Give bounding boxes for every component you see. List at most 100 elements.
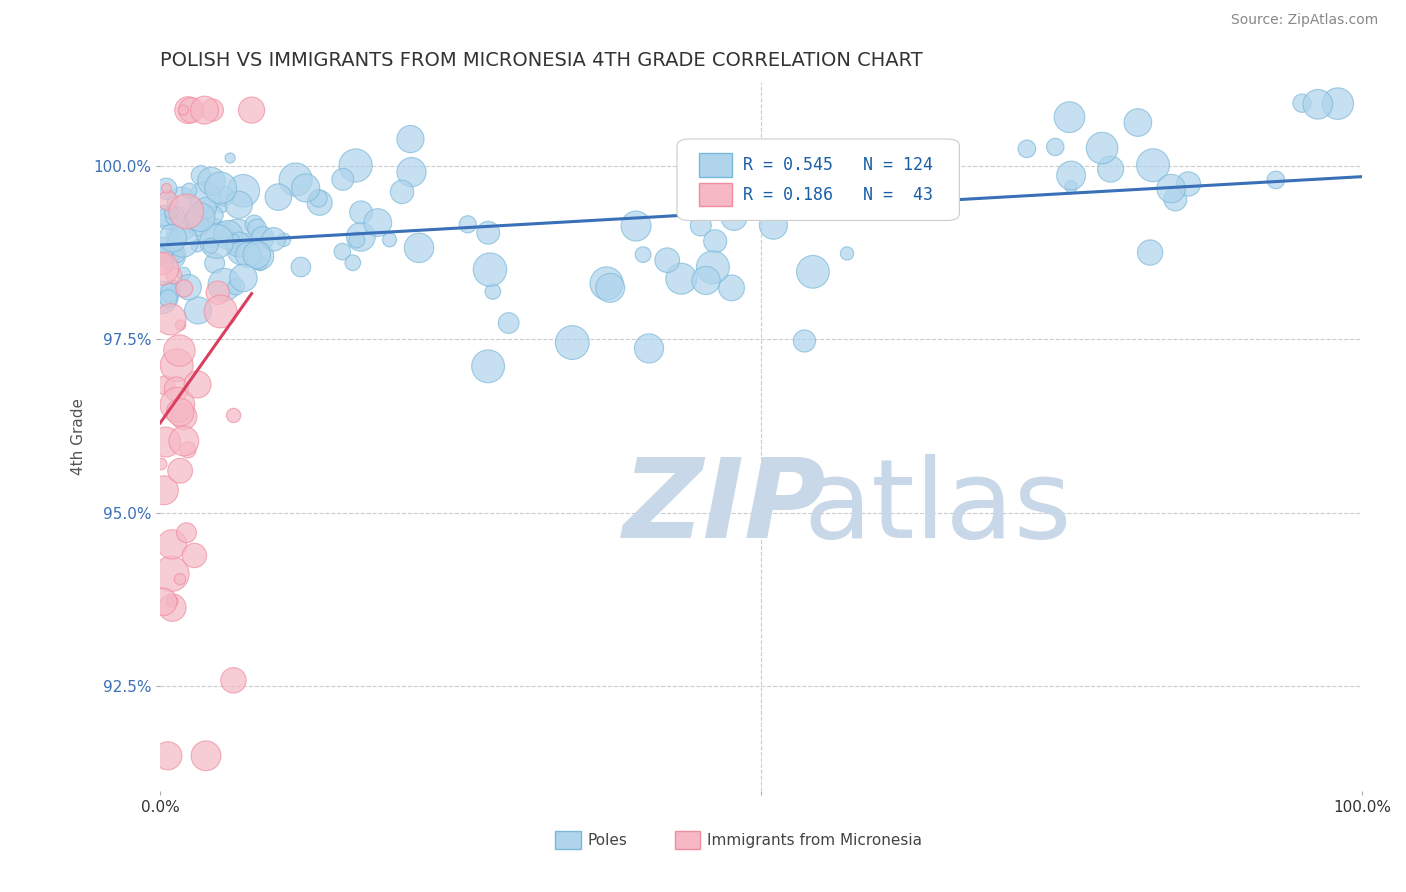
Point: [723, 211, 745, 225]
Point: [165, 382, 187, 396]
Point: [1060, 169, 1083, 183]
Point: [243, 217, 266, 231]
Point: [183, 549, 205, 563]
Point: [1059, 110, 1081, 124]
Point: [219, 151, 242, 165]
Point: [187, 219, 209, 233]
Point: [222, 673, 245, 688]
Point: [186, 239, 208, 253]
Point: [793, 334, 815, 348]
Point: [1126, 115, 1149, 129]
Point: [599, 281, 621, 295]
Point: [350, 229, 373, 244]
Point: [160, 537, 183, 551]
Point: [184, 213, 207, 227]
Point: [307, 191, 329, 205]
Point: [186, 377, 208, 392]
Point: [150, 261, 173, 276]
Point: [224, 232, 246, 246]
Point: [401, 165, 423, 179]
Point: [166, 398, 188, 412]
Point: [205, 235, 228, 249]
Point: [240, 103, 263, 117]
Point: [155, 435, 177, 450]
Point: [762, 218, 785, 232]
Point: [801, 265, 824, 279]
Point: [1326, 96, 1348, 111]
Point: [308, 195, 330, 210]
Point: [868, 184, 890, 198]
Y-axis label: 4th Grade: 4th Grade: [72, 398, 86, 475]
Point: [191, 208, 214, 222]
Point: [177, 103, 200, 117]
Point: [228, 198, 250, 212]
Point: [204, 208, 226, 222]
Point: [209, 304, 232, 318]
Point: [399, 132, 422, 146]
Point: [1060, 179, 1083, 194]
Point: [263, 232, 285, 246]
Point: [720, 281, 742, 295]
Point: [595, 277, 617, 291]
Point: [162, 281, 184, 295]
Point: [704, 234, 727, 248]
Point: [172, 103, 194, 117]
Point: [159, 312, 181, 326]
Point: [177, 442, 200, 457]
Point: [332, 172, 354, 186]
Point: [173, 267, 195, 281]
Point: [1164, 193, 1187, 207]
Point: [835, 246, 858, 260]
Point: [232, 243, 254, 257]
Point: [1142, 158, 1164, 172]
Point: [200, 226, 222, 240]
Point: [172, 235, 194, 249]
Point: [200, 174, 222, 188]
Point: [901, 176, 924, 190]
Point: [1139, 245, 1161, 260]
Point: [246, 248, 269, 262]
Point: [173, 409, 195, 424]
Point: [169, 405, 191, 419]
Point: [228, 237, 250, 252]
Point: [267, 190, 290, 204]
Point: [238, 248, 260, 262]
Point: [207, 285, 229, 300]
Text: R = 0.186   N =  43: R = 0.186 N = 43: [744, 186, 934, 204]
Point: [1306, 97, 1329, 112]
Point: [689, 219, 711, 233]
Point: [150, 291, 173, 305]
Point: [169, 572, 191, 586]
Text: R = 0.545   N = 124: R = 0.545 N = 124: [744, 156, 934, 174]
Point: [157, 292, 180, 306]
Text: POLISH VS IMMIGRANTS FROM MICRONESIA 4TH GRADE CORRELATION CHART: POLISH VS IMMIGRANTS FROM MICRONESIA 4TH…: [160, 51, 922, 70]
Point: [155, 182, 177, 196]
Point: [1045, 140, 1067, 154]
Point: [169, 318, 191, 332]
Point: [200, 239, 222, 253]
Point: [294, 181, 316, 195]
Point: [150, 457, 173, 471]
Point: [165, 210, 187, 224]
Point: [162, 594, 184, 608]
Point: [232, 184, 254, 198]
Point: [273, 233, 295, 247]
Text: Poles: Poles: [588, 833, 627, 847]
Point: [149, 246, 172, 260]
Point: [173, 434, 195, 448]
Text: Source: ZipAtlas.com: Source: ZipAtlas.com: [1230, 13, 1378, 28]
Point: [163, 246, 186, 260]
Point: [169, 343, 191, 358]
Point: [225, 279, 247, 293]
Point: [172, 221, 194, 235]
Point: [170, 194, 193, 209]
Point: [152, 209, 174, 223]
Point: [657, 253, 679, 268]
Point: [249, 256, 271, 270]
Point: [290, 260, 312, 274]
Point: [162, 600, 184, 615]
Point: [211, 200, 233, 214]
Point: [1264, 173, 1286, 187]
FancyBboxPatch shape: [676, 139, 959, 220]
Text: ZIP: ZIP: [623, 454, 827, 561]
